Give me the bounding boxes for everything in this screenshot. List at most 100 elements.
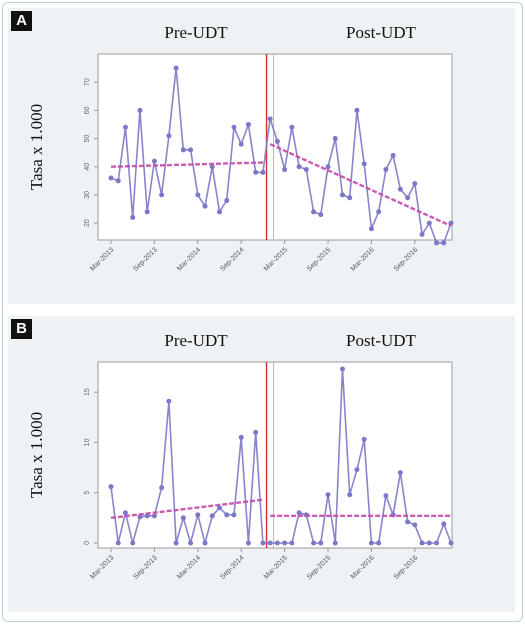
y-tick-label-5: 70 (84, 78, 91, 86)
chart-a: 20 30 40 50 60 70 Mar-2013 Sep-2013 Mar-2014 Sep-… (27, 23, 454, 273)
data-point-5 (144, 209, 150, 215)
data-point-8 (166, 398, 172, 404)
data-point-25 (289, 540, 295, 546)
data-point-41 (405, 195, 411, 201)
data-point-31 (332, 540, 338, 546)
data-point-24 (282, 540, 288, 546)
plot-area (97, 53, 453, 241)
y-tick-label-3: 15 (84, 388, 91, 396)
data-point-9 (173, 540, 179, 546)
data-point-2 (122, 510, 128, 516)
data-point-42 (412, 181, 418, 187)
data-point-26 (296, 164, 302, 170)
data-point-1 (115, 178, 121, 184)
data-point-21 (260, 540, 266, 546)
data-point-33 (347, 195, 353, 201)
data-point-39 (390, 152, 396, 158)
data-point-6 (151, 158, 157, 164)
data-point-12 (195, 512, 201, 518)
data-point-26 (296, 510, 302, 516)
data-point-8 (166, 133, 172, 139)
phase-label-0: Pre-UDT (164, 23, 228, 42)
data-point-1 (115, 540, 121, 546)
y-tick-label-1: 5 (84, 491, 91, 495)
data-point-42 (412, 522, 418, 528)
phase-label-0: Pre-UDT (164, 331, 228, 350)
x-tick-label-4: Mar-2015 (263, 246, 289, 272)
x-tick-label-7: Sep-2016 (393, 554, 419, 580)
chart-b: 0 5 10 15 Mar-2013 Sep-2013 Mar-2014 Sep-2014 Ma… (27, 331, 454, 581)
series-line (110, 368, 452, 547)
data-point-29 (318, 540, 324, 546)
data-point-12 (195, 192, 201, 198)
data-point-40 (397, 186, 403, 192)
data-point-7 (159, 192, 165, 198)
data-point-45 (434, 240, 440, 246)
data-point-44 (426, 540, 432, 546)
data-point-25 (289, 124, 295, 130)
data-point-3 (130, 214, 136, 220)
x-tick-label-2: Mar-2014 (176, 246, 202, 272)
data-point-4 (137, 514, 143, 520)
y-tick-label-4: 60 (84, 106, 91, 114)
data-point-10 (180, 515, 186, 521)
trend-line-pre (110, 161, 263, 168)
data-point-44 (426, 220, 432, 226)
x-tick-label-5: Sep-2015 (306, 554, 332, 580)
data-point-17 (231, 512, 237, 518)
data-point-2 (122, 124, 128, 130)
data-point-28 (311, 540, 317, 546)
data-point-20 (253, 169, 259, 175)
x-tick-label-2: Mar-2014 (176, 554, 202, 580)
x-tick-label-3: Sep-2014 (219, 246, 245, 272)
y-axis-label: Tasa x 1.000 (27, 412, 46, 498)
y-tick-label-2: 40 (84, 163, 91, 171)
data-point-30 (325, 492, 331, 498)
data-point-30 (325, 164, 331, 170)
y-tick-label-2: 10 (84, 438, 91, 446)
data-point-32 (339, 192, 345, 198)
phase-label-1: Post-UDT (346, 23, 417, 42)
data-point-34 (354, 467, 360, 473)
data-point-18 (238, 434, 244, 440)
data-point-27 (303, 167, 309, 173)
panel-a: A 20 30 40 50 60 70 Mar-2013 Sep-2013 Mar-2014 Se… (8, 8, 515, 304)
data-point-37 (376, 540, 382, 546)
plot-area (97, 361, 453, 549)
phase-label-1: Post-UDT (346, 331, 417, 350)
data-point-35 (361, 161, 367, 167)
series-line (110, 68, 452, 244)
y-tick-label-0: 0 (84, 541, 91, 545)
data-point-22 (267, 540, 273, 546)
data-point-38 (383, 493, 389, 499)
x-tick-label-5: Sep-2015 (306, 246, 332, 272)
data-point-19 (245, 121, 251, 127)
data-point-43 (419, 231, 425, 237)
data-point-36 (368, 226, 374, 232)
data-point-17 (231, 124, 237, 130)
data-point-40 (397, 470, 403, 476)
data-point-45 (434, 540, 440, 546)
x-tick-label-7: Sep-2016 (393, 246, 419, 272)
data-point-32 (339, 366, 345, 372)
data-point-21 (260, 169, 266, 175)
x-tick-label-1: Sep-2013 (132, 554, 158, 580)
data-point-20 (253, 429, 259, 435)
x-tick-label-3: Sep-2014 (219, 554, 245, 580)
data-point-46 (441, 240, 447, 246)
data-point-4 (137, 107, 143, 113)
panel-letter-a: A (11, 11, 32, 31)
x-tick-label-1: Sep-2013 (132, 246, 158, 272)
data-point-22 (267, 116, 273, 122)
data-point-23 (274, 138, 280, 144)
data-point-7 (159, 485, 165, 491)
data-point-35 (361, 436, 367, 442)
data-point-14 (209, 513, 215, 519)
x-tick-label-0: Mar-2013 (89, 246, 115, 272)
data-point-16 (224, 512, 230, 518)
data-point-9 (173, 65, 179, 71)
data-point-19 (245, 540, 251, 546)
data-point-36 (368, 540, 374, 546)
data-point-46 (441, 521, 447, 527)
data-point-24 (282, 167, 288, 173)
